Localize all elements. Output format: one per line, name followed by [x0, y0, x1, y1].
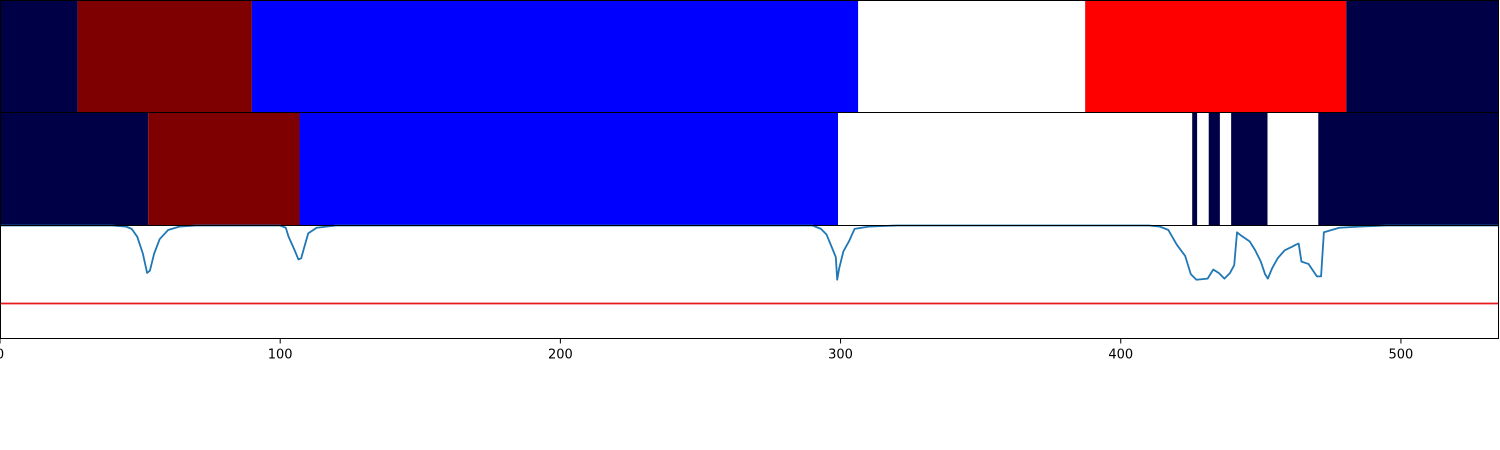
score-line [0, 224, 1499, 281]
heatmap-cell-r1-6 [1346, 0, 1499, 113]
heatmap-cell-r2-1 [0, 112, 149, 226]
x-tick-label-500: 500 [1389, 348, 1414, 363]
heatmap-cell-r1-1 [0, 0, 78, 113]
heatmap-cell-r2-9 [1231, 112, 1268, 226]
heatmap-cell-r2-2 [148, 112, 300, 226]
heatmap-cell-r2-6 [1197, 112, 1209, 226]
x-tick-label-300: 300 [828, 348, 853, 363]
heatmap-cell-r1-4 [858, 0, 1086, 113]
x-tick-label-100: 100 [268, 348, 293, 363]
heatmap-cell-r2-10 [1267, 112, 1319, 226]
heatmap-cell-r2-3 [299, 112, 839, 226]
x-tick-label-400: 400 [1108, 348, 1133, 363]
panel-frames [0, 0, 1499, 339]
x-tick-label-0: 0 [0, 348, 4, 363]
heatmap-cell-r2-7 [1208, 112, 1220, 226]
heatmap-row-2 [0, 112, 1499, 226]
panel-frame-3 [0, 225, 1499, 339]
x-tick-label-200: 200 [548, 348, 573, 363]
heatmap-cell-r2-5 [1192, 112, 1198, 226]
line-panel [0, 224, 1499, 305]
heatmap-cell-r1-2 [77, 0, 252, 113]
heatmap-cell-r2-4 [838, 112, 1193, 226]
heatmap-cell-r1-3 [251, 0, 859, 113]
heatmap-row-1 [0, 0, 1499, 113]
heatmap-cell-r1-5 [1085, 0, 1347, 113]
heatmap-cell-r2-11 [1318, 112, 1499, 226]
heatmap-cell-r2-8 [1219, 112, 1232, 226]
x-axis: 0 100 200 300 400 500 [0, 338, 1414, 363]
